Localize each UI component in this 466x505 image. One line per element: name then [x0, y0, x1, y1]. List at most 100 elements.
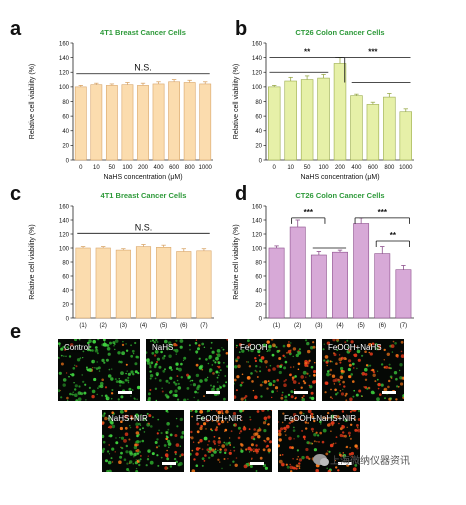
- cell-dot: [99, 381, 104, 386]
- cell-dot: [121, 447, 124, 450]
- cell-dot: [268, 451, 270, 454]
- cell-dot: [330, 414, 335, 419]
- cell-dot: [281, 421, 284, 424]
- cell-dot: [156, 357, 160, 361]
- cell-dot: [119, 436, 121, 439]
- x-tick-label-d: (2): [294, 323, 301, 329]
- cell-dot: [313, 433, 317, 437]
- cell-dot: [345, 445, 349, 449]
- cell-dot: [104, 394, 108, 398]
- cell-dot: [360, 395, 363, 397]
- cell-dot: [293, 389, 296, 391]
- cell-dot: [167, 422, 170, 425]
- cell-dot: [367, 386, 371, 390]
- cell-dot: [247, 349, 250, 352]
- cell-dot: [256, 376, 259, 378]
- cell-dot: [289, 465, 294, 470]
- cell-dot: [200, 424, 203, 428]
- cell-dot: [312, 380, 316, 384]
- cell-dot: [193, 396, 195, 399]
- cell-dot: [396, 385, 399, 388]
- cell-dot: [101, 378, 104, 382]
- y-tick-label-c: 0: [66, 316, 70, 322]
- cell-dot: [102, 440, 106, 444]
- cell-dot: [301, 429, 304, 432]
- cell-dot: [83, 391, 87, 395]
- cell-dot: [307, 410, 312, 414]
- cell-dot: [376, 378, 379, 381]
- cell-dot: [284, 360, 288, 364]
- cell-dot: [398, 369, 401, 372]
- cell-dot: [254, 357, 257, 360]
- cell-dot: [210, 453, 214, 457]
- cell-dot: [335, 436, 338, 438]
- y-tick-label-d: 80: [255, 260, 262, 266]
- cell-dot: [244, 399, 247, 401]
- cell-dot: [120, 420, 123, 423]
- cell-dot: [119, 455, 123, 459]
- cell-dot: [107, 396, 110, 400]
- cell-dot: [149, 364, 152, 367]
- cell-dot: [214, 361, 217, 364]
- cell-dot: [140, 414, 142, 416]
- cell-dot: [133, 452, 137, 457]
- cell-dot: [179, 339, 184, 343]
- cell-dot: [86, 368, 88, 371]
- cell-dot: [138, 459, 140, 461]
- bar-c: [95, 247, 111, 319]
- cell-dot: [68, 375, 70, 378]
- cell-dot: [354, 418, 357, 421]
- cell-dot: [63, 355, 65, 357]
- x-tick-label-c: (3): [120, 323, 127, 329]
- cell-dot: [206, 410, 209, 413]
- cell-dot: [213, 450, 217, 454]
- cell-dot: [326, 364, 328, 367]
- cell-dot: [60, 396, 63, 399]
- bar-a: [183, 82, 196, 161]
- cell-dot: [271, 353, 275, 357]
- micrograph-3: FeOOH: [234, 339, 316, 401]
- cell-dot: [203, 422, 207, 426]
- cell-dot: [103, 339, 106, 342]
- cell-dot: [326, 359, 330, 363]
- cell-dot: [191, 469, 196, 472]
- cell-dot: [197, 347, 200, 351]
- cell-dot: [298, 458, 303, 462]
- cell-dot: [139, 428, 142, 431]
- bar-d: [289, 226, 306, 319]
- cell-dot: [195, 339, 198, 341]
- cell-dot: [305, 427, 308, 430]
- cell-dot: [135, 470, 139, 472]
- cell-dot: [138, 463, 141, 467]
- bar-a: [137, 85, 149, 161]
- cell-dot: [139, 440, 142, 443]
- cell-dot: [131, 389, 134, 391]
- x-tick-label-b: 200: [335, 165, 346, 171]
- y-tick-label-b: 60: [255, 114, 262, 120]
- cell-dot: [149, 374, 154, 378]
- cell-dot: [154, 387, 158, 390]
- y-tick-label-a: 20: [62, 144, 69, 150]
- cell-dot: [136, 449, 140, 453]
- cell-dot: [167, 341, 172, 345]
- cell-dot: [109, 434, 113, 438]
- cell-dot: [336, 415, 340, 419]
- cell-dot: [134, 341, 137, 345]
- cell-dot: [254, 359, 257, 363]
- cell-dot: [94, 367, 96, 369]
- cell-dot: [356, 367, 358, 370]
- cell-dot: [102, 447, 106, 451]
- cell-dot: [395, 398, 398, 401]
- cell-dot: [312, 345, 316, 349]
- cell-dot: [124, 432, 129, 436]
- y-tick-label-c: 160: [59, 204, 70, 210]
- cell-dot: [258, 427, 261, 429]
- cell-dot: [237, 364, 241, 369]
- cell-dot: [65, 355, 67, 357]
- cell-dot: [320, 423, 322, 425]
- cell-dot: [297, 368, 300, 371]
- cell-dot: [388, 366, 391, 370]
- cell-dot: [190, 379, 192, 382]
- cell-dot: [253, 347, 255, 349]
- cell-dot: [263, 429, 267, 433]
